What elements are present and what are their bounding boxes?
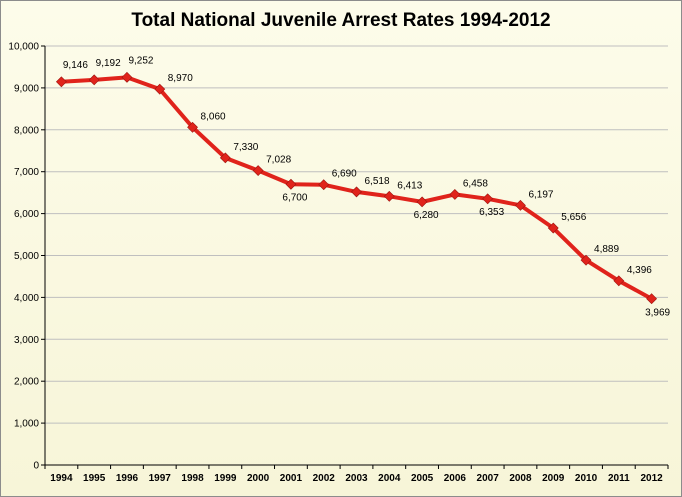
y-tick-label: 3,000	[14, 335, 39, 346]
data-label: 7,028	[266, 155, 291, 166]
data-label: 7,330	[233, 142, 258, 153]
y-tick-label: 4,000	[14, 293, 39, 304]
x-tick-label: 2009	[542, 473, 565, 484]
x-tick-label: 1996	[116, 473, 139, 484]
chart-title: Total National Juvenile Arrest Rates 199…	[131, 10, 551, 31]
y-tick-label: 6,000	[14, 209, 39, 220]
x-tick-label: 2001	[280, 473, 303, 484]
data-point	[646, 293, 658, 305]
data-point	[219, 152, 231, 164]
x-tick-label: 1995	[83, 473, 106, 484]
x-tick-label: 2008	[509, 473, 532, 484]
y-tick-label: 9,000	[14, 83, 39, 94]
x-tick-label: 2012	[640, 473, 663, 484]
data-label: 6,518	[365, 176, 390, 187]
data-point	[88, 74, 100, 86]
x-tick-label: 2005	[411, 473, 434, 484]
x-tick-label: 1999	[214, 473, 237, 484]
data-point	[252, 165, 264, 176]
data-point	[482, 193, 494, 205]
y-tick-label: 8,000	[14, 125, 39, 136]
data-point	[351, 186, 362, 198]
x-tick-label: 2002	[313, 473, 336, 484]
x-tick-label: 2007	[477, 473, 500, 484]
data-label: 3,969	[645, 308, 670, 319]
x-tick-label: 2003	[345, 473, 368, 484]
data-point	[547, 222, 559, 234]
data-point	[580, 254, 592, 266]
data-point	[121, 71, 133, 83]
data-point	[187, 121, 198, 133]
data-label: 4,396	[627, 265, 652, 276]
data-label: 6,197	[528, 189, 553, 200]
x-tick-label: 2006	[444, 473, 467, 484]
data-label: 6,280	[414, 210, 439, 221]
data-label: 6,413	[397, 180, 422, 191]
data-label: 9,252	[128, 55, 153, 66]
x-tick-label: 1998	[181, 473, 204, 484]
data-label: 5,656	[561, 212, 586, 223]
data-label: 4,889	[594, 244, 619, 255]
x-tick-label: 2004	[378, 473, 401, 484]
x-tick-label: 2011	[608, 473, 630, 484]
y-tick-label: 7,000	[14, 167, 39, 178]
data-label: 8,970	[168, 73, 193, 84]
data-label: 9,192	[96, 58, 121, 69]
y-tick-label: 1,000	[14, 419, 39, 430]
y-tick-label: 2,000	[14, 377, 39, 388]
data-point	[285, 178, 297, 190]
data-label: 6,690	[332, 169, 357, 180]
data-point	[154, 83, 166, 95]
data-point	[416, 196, 428, 208]
data-label: 8,060	[201, 111, 226, 122]
x-tick-label: 1997	[149, 473, 172, 484]
data-point	[55, 76, 67, 88]
data-point	[449, 188, 461, 200]
data-point	[515, 199, 526, 211]
x-tick-label: 1994	[50, 473, 73, 484]
y-tick-label: 0	[33, 461, 39, 472]
data-point	[318, 179, 330, 191]
data-label: 9,146	[63, 60, 88, 71]
data-point	[613, 275, 625, 287]
data-label: 6,353	[479, 207, 504, 218]
y-tick-label: 5,000	[14, 251, 39, 262]
data-label: 6,458	[463, 178, 488, 189]
x-tick-label: 2000	[247, 473, 270, 484]
data-label: 6,700	[282, 192, 307, 203]
y-tick-label: 10,000	[8, 42, 39, 53]
x-tick-label: 2010	[575, 473, 598, 484]
data-point	[383, 190, 395, 202]
